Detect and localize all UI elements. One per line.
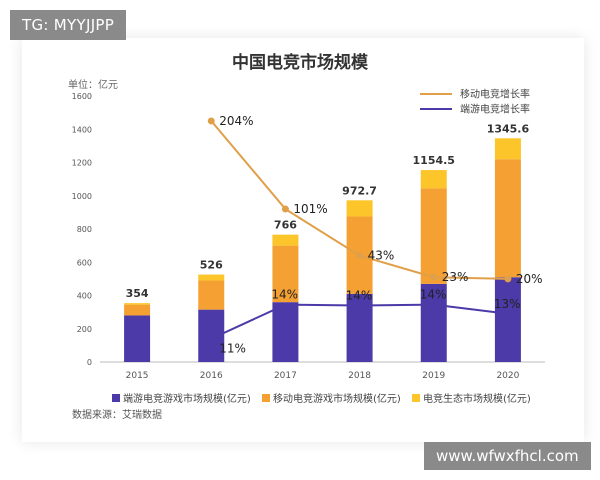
bar-segment-1 [272,302,299,362]
growth-label: 14% [346,288,373,302]
bar-total-label: 1345.6 [487,122,530,135]
legend-label-1: 端游电竞游戏市场规模(亿元) [123,392,251,405]
legend-swatch-2 [262,394,270,402]
legend-label-2: 移动电竞游戏市场规模(亿元) [273,392,401,405]
y-axis-unit: 单位：亿元 [68,78,118,91]
bar-total-label: 526 [200,259,223,272]
bar-segment-3 [198,274,225,281]
growth-label: 14% [420,288,447,302]
growth-label: 43% [368,249,395,263]
bar-segment-3 [124,303,151,305]
growth-line-2 [210,303,509,340]
site-watermark: www.wfwxfhcl.com [424,442,591,470]
bar-segment-2 [124,304,151,316]
bar-segment-3 [346,200,373,217]
bar-segment-2 [272,245,299,303]
bar-total-label: 1154.5 [413,154,455,167]
legend-swatch-3 [412,394,420,402]
bar-segment-2 [198,280,225,310]
growth-label: 101% [293,202,327,216]
legend-swatch-1 [112,394,120,402]
bar-segment-3 [494,138,521,160]
y-tick-label: 200 [77,325,92,334]
growth-point [430,273,438,281]
x-tick-label: 2016 [200,371,223,381]
y-tick-label: 1400 [72,125,92,134]
watermark-tag: TG: MYYJJPP [10,10,127,40]
bar-total-label: 766 [274,219,297,232]
legend-line-label: 端游电竞增长率 [460,103,530,116]
growth-label: 23% [442,270,469,284]
growth-point [207,117,215,125]
chart-card [22,38,584,442]
bar-segment-2 [420,188,447,284]
growth-label: 20% [516,272,543,286]
x-tick-label: 2020 [496,371,519,381]
growth-label: 11% [219,342,246,356]
bar-segment-2 [494,159,521,278]
growth-label: 204% [219,114,253,128]
y-tick-label: 1600 [72,92,92,101]
bar-segment-1 [124,315,151,362]
bar-segment-1 [494,277,521,362]
y-tick-label: 1000 [72,192,92,201]
chart-title: 中国电竞市场规模 [232,52,369,73]
bar-segment-1 [346,293,373,362]
growth-label: 13% [494,297,521,311]
growth-point [356,252,364,260]
legend-label-3: 电竞生态市场规模(亿元) [423,392,531,405]
y-tick-label: 0 [87,358,92,367]
growth-point [504,275,512,283]
bar-segment-1 [420,283,447,362]
x-tick-label: 2017 [274,371,297,381]
bar-segment-3 [420,170,447,189]
growth-point [281,205,289,213]
y-tick-label: 600 [77,258,92,267]
x-tick-label: 2019 [422,371,445,381]
bar-total-label: 972.7 [342,184,377,197]
y-tick-label: 1200 [72,159,92,168]
bar-total-label: 354 [126,287,149,300]
legend-line-label: 移动电竞增长率 [460,88,530,101]
growth-label: 14% [271,288,298,302]
y-tick-label: 400 [77,292,92,301]
data-source: 数据来源：艾瑞数据 [72,408,162,421]
bar-segment-3 [272,234,299,246]
x-tick-label: 2015 [126,371,149,381]
y-tick-label: 800 [77,225,92,234]
x-tick-label: 2018 [348,371,371,381]
